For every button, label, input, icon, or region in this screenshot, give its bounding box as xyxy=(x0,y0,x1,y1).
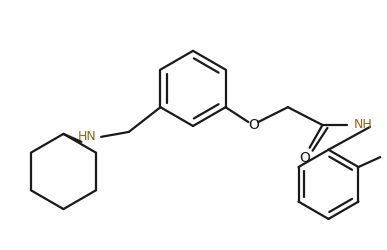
Text: O: O xyxy=(299,151,310,165)
Text: HN: HN xyxy=(77,130,96,143)
Text: NH: NH xyxy=(354,118,373,132)
Text: O: O xyxy=(248,118,259,132)
